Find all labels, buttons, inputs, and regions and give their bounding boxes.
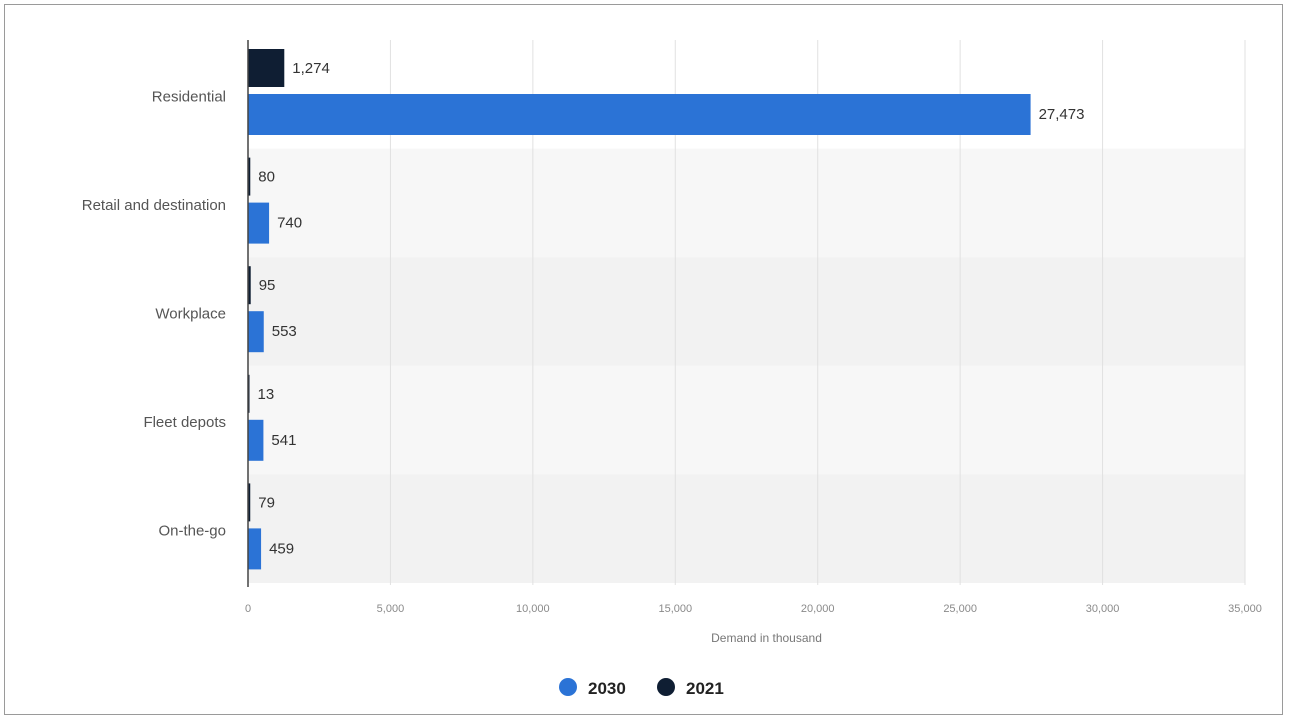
x-tick-label: 10,000 xyxy=(516,603,550,615)
band-retail-and-destination xyxy=(248,148,1245,258)
bar-2021-residential xyxy=(248,49,285,87)
bar-2030-workplace xyxy=(248,311,264,353)
category-label-residential: Residential xyxy=(152,88,226,105)
category-label-retail-and-destination: Retail and destination xyxy=(82,197,226,214)
category-label-fleet-depots: Fleet depots xyxy=(143,414,226,431)
legend-label-2021: 2021 xyxy=(686,679,724,698)
bar-2030-fleet-depots xyxy=(248,419,264,461)
data-label-2021-retail-and-destination: 80 xyxy=(258,169,275,186)
data-label-2021-workplace: 95 xyxy=(259,277,276,294)
data-label-2030-retail-and-destination: 740 xyxy=(277,215,302,232)
data-label-2030-fleet-depots: 541 xyxy=(271,432,296,449)
category-label-workplace: Workplace xyxy=(155,306,226,323)
data-label-2021-fleet-depots: 13 xyxy=(258,386,275,403)
bar-2030-retail-and-destination xyxy=(248,202,270,244)
x-tick-label: 35,000 xyxy=(1228,603,1262,615)
band-on-the-go xyxy=(248,474,1245,583)
x-axis-title: Demand in thousand xyxy=(711,631,822,645)
band-fleet-depots xyxy=(248,365,1245,475)
bar-2021-retail-and-destination xyxy=(248,157,251,196)
x-tick-label: 0 xyxy=(245,603,251,615)
data-label-2030-on-the-go: 459 xyxy=(269,540,294,557)
legend-marker-2030 xyxy=(559,678,577,696)
bar-2021-on-the-go xyxy=(248,483,251,522)
x-tick-label: 25,000 xyxy=(943,603,977,615)
x-tick-label: 30,000 xyxy=(1086,603,1120,615)
data-label-2021-on-the-go: 79 xyxy=(258,494,275,511)
bar-2030-residential xyxy=(248,94,1031,135)
data-label-2030-workplace: 553 xyxy=(272,323,297,340)
x-tick-label: 15,000 xyxy=(658,603,692,615)
x-tick-label: 5,000 xyxy=(377,603,405,615)
legend-label-2030: 2030 xyxy=(588,679,626,698)
band-workplace xyxy=(248,257,1245,366)
bar-2030-on-the-go xyxy=(248,528,262,570)
legend-marker-2021 xyxy=(657,678,675,696)
bar-2021-workplace xyxy=(248,266,251,305)
category-label-on-the-go: On-the-go xyxy=(158,523,226,540)
x-tick-label: 20,000 xyxy=(801,603,835,615)
data-label-2021-residential: 1,274 xyxy=(292,60,330,77)
data-label-2030-residential: 27,473 xyxy=(1039,106,1085,123)
